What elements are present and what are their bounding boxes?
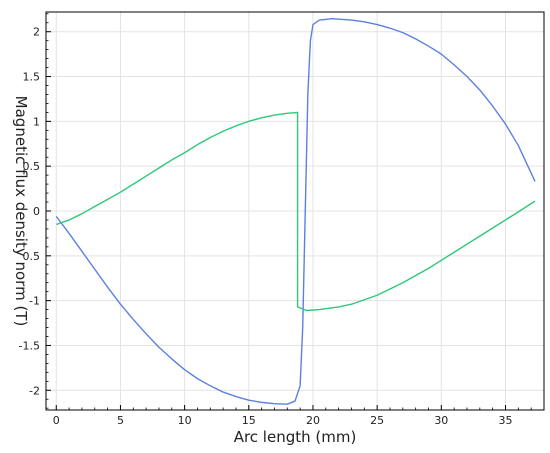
y-tick-label: -1 bbox=[29, 295, 40, 308]
series-group bbox=[55, 18, 536, 405]
y-tick-label: 0 bbox=[33, 205, 40, 218]
y-tick-label: 0.5 bbox=[23, 250, 41, 263]
x-tick-label: 35 bbox=[498, 414, 512, 427]
y-tick-label: -2 bbox=[29, 384, 40, 397]
x-tick-label: 20 bbox=[306, 414, 320, 427]
grid bbox=[46, 12, 544, 410]
x-tick-label: 30 bbox=[434, 414, 448, 427]
x-tick-label: 15 bbox=[242, 414, 256, 427]
y-tick-label: 1.5 bbox=[23, 71, 41, 84]
series-line-2 bbox=[56, 111, 536, 312]
y-tick-label: 1 bbox=[33, 115, 40, 128]
x-tick-label: 25 bbox=[370, 414, 384, 427]
axis-ticks: 0 5 10 15 20 25 30 35 2 1.5 1 0.5 0 0.5 -1 -1.5 -2 bbox=[19, 13, 545, 427]
x-tick-label: 0 bbox=[53, 414, 60, 427]
y-tick-label: -1.5 bbox=[19, 339, 40, 352]
x-tick-label: 5 bbox=[117, 414, 124, 427]
series-line-1 bbox=[55, 18, 536, 405]
y-axis-label: Magnetic flux density norm (T) bbox=[12, 96, 30, 327]
y-tick-label: 0.5 bbox=[23, 160, 41, 173]
x-tick-label: 10 bbox=[178, 414, 192, 427]
x-axis-label: Arc length (mm) bbox=[234, 428, 357, 446]
y-tick-label: 2 bbox=[33, 26, 40, 39]
